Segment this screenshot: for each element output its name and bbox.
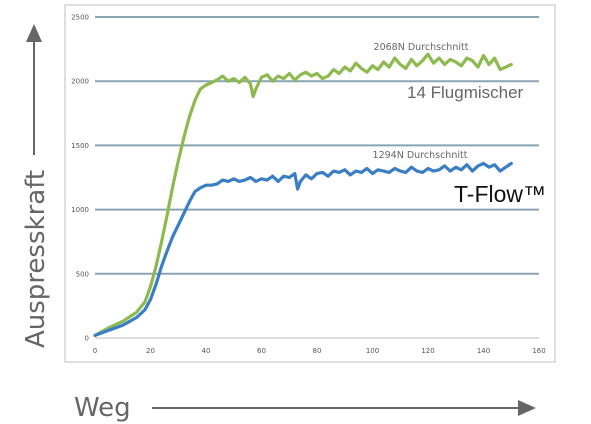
y-tick-label: 500: [76, 270, 89, 278]
x-axis-title: Weg: [74, 393, 131, 423]
x-tick-label: 140: [477, 347, 490, 355]
tick-labels: 0 500 1000 1500 2000 2500 0 20 40 60 80 100 120 140 16…: [71, 14, 546, 356]
x-axis-arrow-head: [518, 400, 536, 416]
blue-series-label: T-Flow™: [454, 181, 546, 207]
y-tick-label: 1500: [71, 142, 89, 150]
y-tick-label: 1000: [71, 206, 89, 214]
x-tick-label: 60: [257, 347, 266, 355]
blue-series-annotation: 1294N Durchschnitt: [373, 150, 468, 161]
y-axis-arrow-head: [26, 24, 42, 42]
green-series-annotation: 2068N Durchschnitt: [374, 42, 469, 53]
y-axis-title: Auspresskraft: [21, 170, 51, 348]
x-tick-label: 40: [202, 347, 211, 355]
series-line-t-flow: [93, 161, 513, 337]
x-tick-label: 120: [421, 347, 434, 355]
series-line-14-flugmischer: [93, 52, 513, 337]
x-tick-label: 160: [532, 347, 545, 355]
x-tick-label: 20: [146, 347, 155, 355]
plot-frame: [64, 4, 556, 363]
y-tick-label: 0: [85, 335, 89, 343]
x-tick-label: 80: [313, 347, 322, 355]
y-tick-label: 2500: [71, 14, 89, 22]
x-tick-label: 100: [366, 347, 379, 355]
y-tick-label: 2000: [71, 78, 89, 86]
green-series-label: 14 Flugmischer: [407, 83, 524, 102]
x-tick-label: 0: [93, 347, 97, 355]
series-lines: [93, 52, 513, 337]
